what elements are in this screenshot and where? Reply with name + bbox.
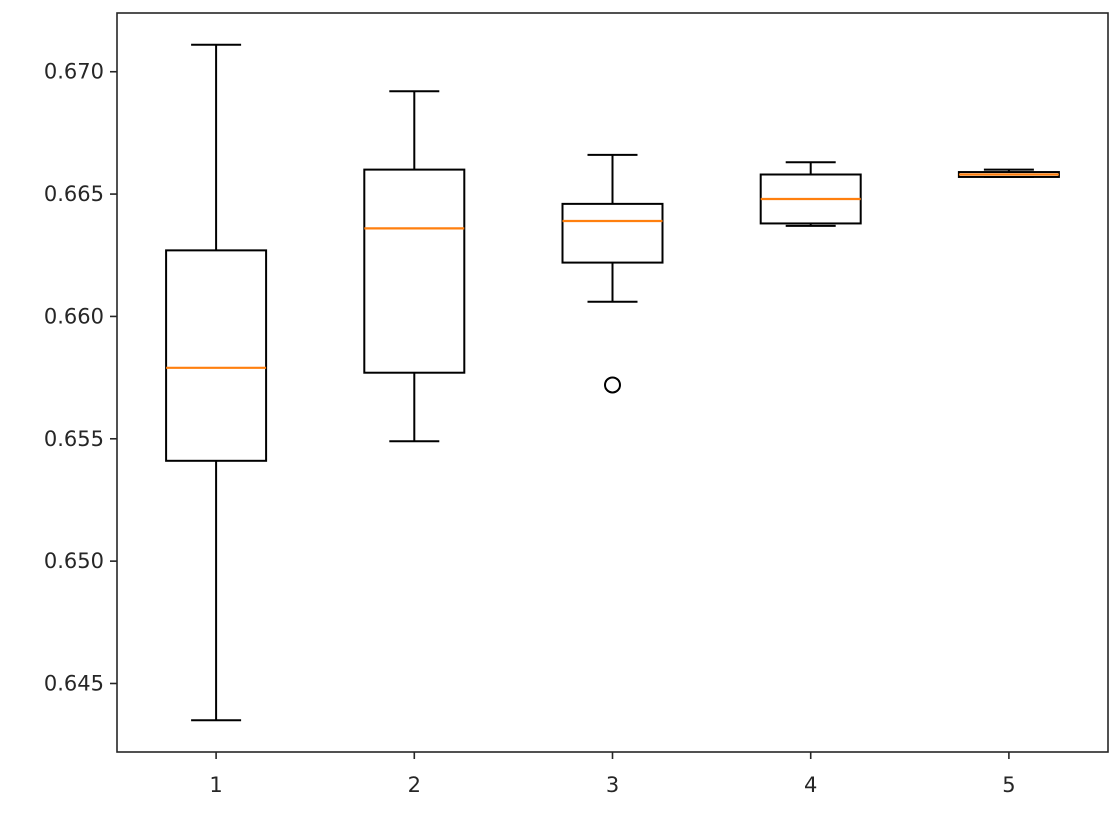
outlier-point xyxy=(604,376,621,394)
y-axis: 0.645 0.650 0.655 0.660 0.665 0.670 xyxy=(44,60,117,695)
y-tick-label: 0.665 xyxy=(44,182,104,206)
iqr-box xyxy=(561,202,664,264)
box-group-5 xyxy=(957,168,1060,178)
box-group-1 xyxy=(165,43,268,722)
box-group-4 xyxy=(759,161,862,227)
y-tick-label: 0.650 xyxy=(44,549,104,573)
x-tick-label: 1 xyxy=(209,773,222,797)
y-tick-label: 0.645 xyxy=(44,671,104,695)
y-tick-label: 0.655 xyxy=(44,427,104,451)
box-group-3 xyxy=(561,153,664,394)
x-tick-label: 2 xyxy=(408,773,421,797)
boxes-layer xyxy=(165,43,1060,722)
x-tick-label: 3 xyxy=(606,773,619,797)
plot-area xyxy=(117,13,1108,752)
plot-frame xyxy=(116,12,1109,753)
iqr-box xyxy=(363,168,466,374)
iqr-box xyxy=(165,249,268,462)
x-tick-label: 4 xyxy=(804,773,817,797)
y-tick-label: 0.670 xyxy=(44,60,104,84)
y-tick-label: 0.660 xyxy=(44,304,104,328)
x-axis: 1 2 3 4 5 xyxy=(209,752,1016,797)
x-tick-label: 5 xyxy=(1002,773,1015,797)
box-group-2 xyxy=(363,90,466,443)
